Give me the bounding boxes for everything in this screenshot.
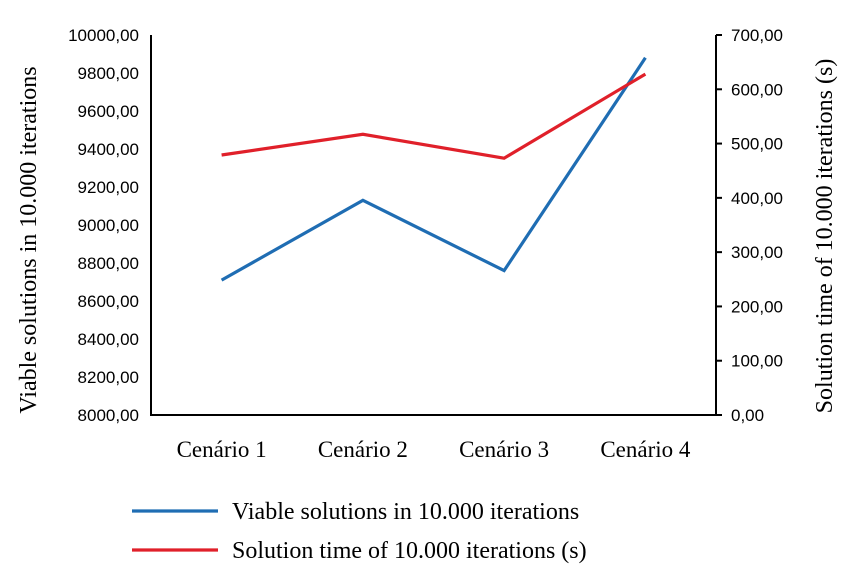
legend-label: Viable solutions in 10.000 iterations — [232, 499, 579, 525]
left-y-tick-labels: 8000,00 8200,00 8400,00 8600,00 8800,00 9000,… — [68, 26, 139, 425]
right-y-tick-label: 500,00 — [731, 135, 783, 154]
left-y-tick-label: 8200,00 — [78, 368, 139, 387]
right-y-tick-label: 300,00 — [731, 243, 783, 262]
right-y-tick-label: 200,00 — [731, 297, 783, 316]
x-axis: Cenário 1 Cenário 2 Cenário 3 Cenário 4 — [150, 414, 717, 462]
x-category-label: Cenário 1 — [177, 437, 267, 462]
left-y-axis: 8000,00 8200,00 8400,00 8600,00 8800,00 9000,… — [68, 26, 152, 425]
right-y-tick-label: 400,00 — [731, 189, 783, 208]
right-y-tick-label: 700,00 — [731, 26, 783, 45]
right-y-tick-label: 0,00 — [731, 406, 764, 425]
right-y-axis: 0,00 100,00 200,00 300,00 400,00 500,00 600,00… — [715, 26, 783, 425]
x-category-label: Cenário 3 — [459, 437, 549, 462]
left-y-tick-label: 9000,00 — [78, 216, 139, 235]
series-line — [221, 72, 647, 160]
left-y-tick-label: 9400,00 — [78, 140, 139, 159]
left-y-tick-label: 8600,00 — [78, 292, 139, 311]
series-line — [220, 56, 647, 282]
plot-series — [220, 56, 647, 282]
left-y-tick-label: 8800,00 — [78, 254, 139, 273]
right-y-tick-labels: 0,00 100,00 200,00 300,00 400,00 500,00 600,00… — [716, 26, 783, 425]
right-y-tick-label: 600,00 — [731, 80, 783, 99]
left-y-tick-label: 9800,00 — [78, 64, 139, 83]
right-y-tick-label: 100,00 — [731, 352, 783, 371]
left-y-tick-label: 8000,00 — [78, 406, 139, 425]
x-category-label: Cenário 4 — [600, 437, 691, 462]
x-category-label: Cenário 2 — [318, 437, 408, 462]
left-y-tick-label: 8400,00 — [78, 330, 139, 349]
left-axis-title: Viable solutions in 10.000 iterations — [16, 66, 42, 413]
left-y-tick-label: 10000,00 — [68, 26, 139, 45]
left-y-tick-label: 9200,00 — [78, 178, 139, 197]
right-axis-title: Solution time of 10.000 iterations (s) — [812, 59, 838, 414]
legend-label: Solution time of 10.000 iterations (s) — [232, 538, 587, 564]
legend: Viable solutions in 10.000 iterations Sol… — [132, 499, 587, 564]
x-category-labels: Cenário 1 Cenário 2 Cenário 3 Cenário 4 — [177, 437, 691, 462]
left-y-tick-label: 9600,00 — [78, 102, 139, 121]
